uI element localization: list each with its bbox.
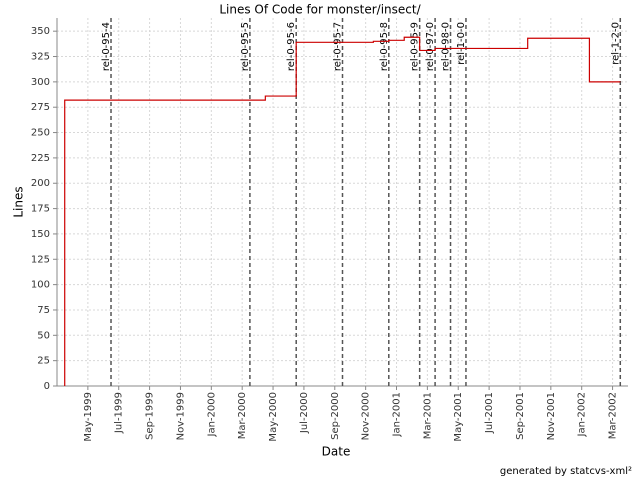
x-tick-label: Mar-2000 xyxy=(237,392,248,439)
x-tick-label: Sep-1999 xyxy=(145,392,156,440)
release-label: rel-0-98-0 xyxy=(441,22,452,71)
x-tick-label: May-2000 xyxy=(268,392,279,442)
x-tick-label: Jan-2000 xyxy=(206,392,217,437)
x-tick-label: Sep-2001 xyxy=(515,392,526,440)
y-tick-label: 275 xyxy=(31,102,50,113)
y-tick-label: 0 xyxy=(44,381,50,392)
y-tick-label: 150 xyxy=(31,229,50,240)
x-tick-label: Mar-2002 xyxy=(608,392,619,439)
x-tick-label: Jul-1999 xyxy=(114,392,125,434)
x-axis-label: Date xyxy=(322,445,351,459)
release-label: rel-0-95-6 xyxy=(286,22,297,71)
y-axis-label: Lines xyxy=(12,186,26,217)
y-tick-label: 175 xyxy=(31,204,50,215)
y-tick-label: 350 xyxy=(31,26,50,37)
release-label: rel-0-97-0 xyxy=(425,22,436,71)
x-tick-label: Nov-1999 xyxy=(175,392,186,440)
x-tick-label: May-1999 xyxy=(83,392,94,442)
x-tick-label: Jan-2002 xyxy=(577,392,588,437)
y-tick-label: 100 xyxy=(31,280,50,291)
y-tick-label: 200 xyxy=(31,178,50,189)
y-tick-label: 125 xyxy=(31,254,50,265)
y-tick-label: 75 xyxy=(37,305,50,316)
release-label: rel-0-95-5 xyxy=(240,22,251,71)
x-tick-label: Jul-2000 xyxy=(299,392,310,434)
x-tick-label: Jan-2001 xyxy=(392,392,403,437)
y-tick-label: 50 xyxy=(37,330,50,341)
y-tick-label: 225 xyxy=(31,153,50,164)
x-tick-label: Sep-2000 xyxy=(330,392,341,440)
release-label: rel-0-95-9 xyxy=(410,22,421,71)
y-tick-label: 250 xyxy=(31,128,50,139)
release-label: rel-0-95-4 xyxy=(101,22,112,71)
y-tick-label: 25 xyxy=(37,356,50,367)
series-line xyxy=(64,36,621,386)
footer: generated by statcvs-xml² xyxy=(500,466,632,477)
release-label: rel-1-0-0 xyxy=(456,22,467,65)
release-label: rel-0-95-8 xyxy=(379,22,390,71)
x-tick-label: May-2001 xyxy=(453,392,464,442)
chart-title: Lines Of Code for monster/insect/ xyxy=(219,3,421,17)
x-tick-label: Jul-2001 xyxy=(484,392,495,434)
release-label: rel-0-95-7 xyxy=(333,22,344,71)
x-tick-label: Nov-2000 xyxy=(361,392,372,440)
x-tick-label: Nov-2001 xyxy=(546,392,557,440)
x-tick-label: Mar-2001 xyxy=(422,392,433,439)
release-label: rel-1-2-0 xyxy=(610,22,621,65)
y-tick-label: 325 xyxy=(31,52,50,63)
y-tick-label: 300 xyxy=(31,77,50,88)
